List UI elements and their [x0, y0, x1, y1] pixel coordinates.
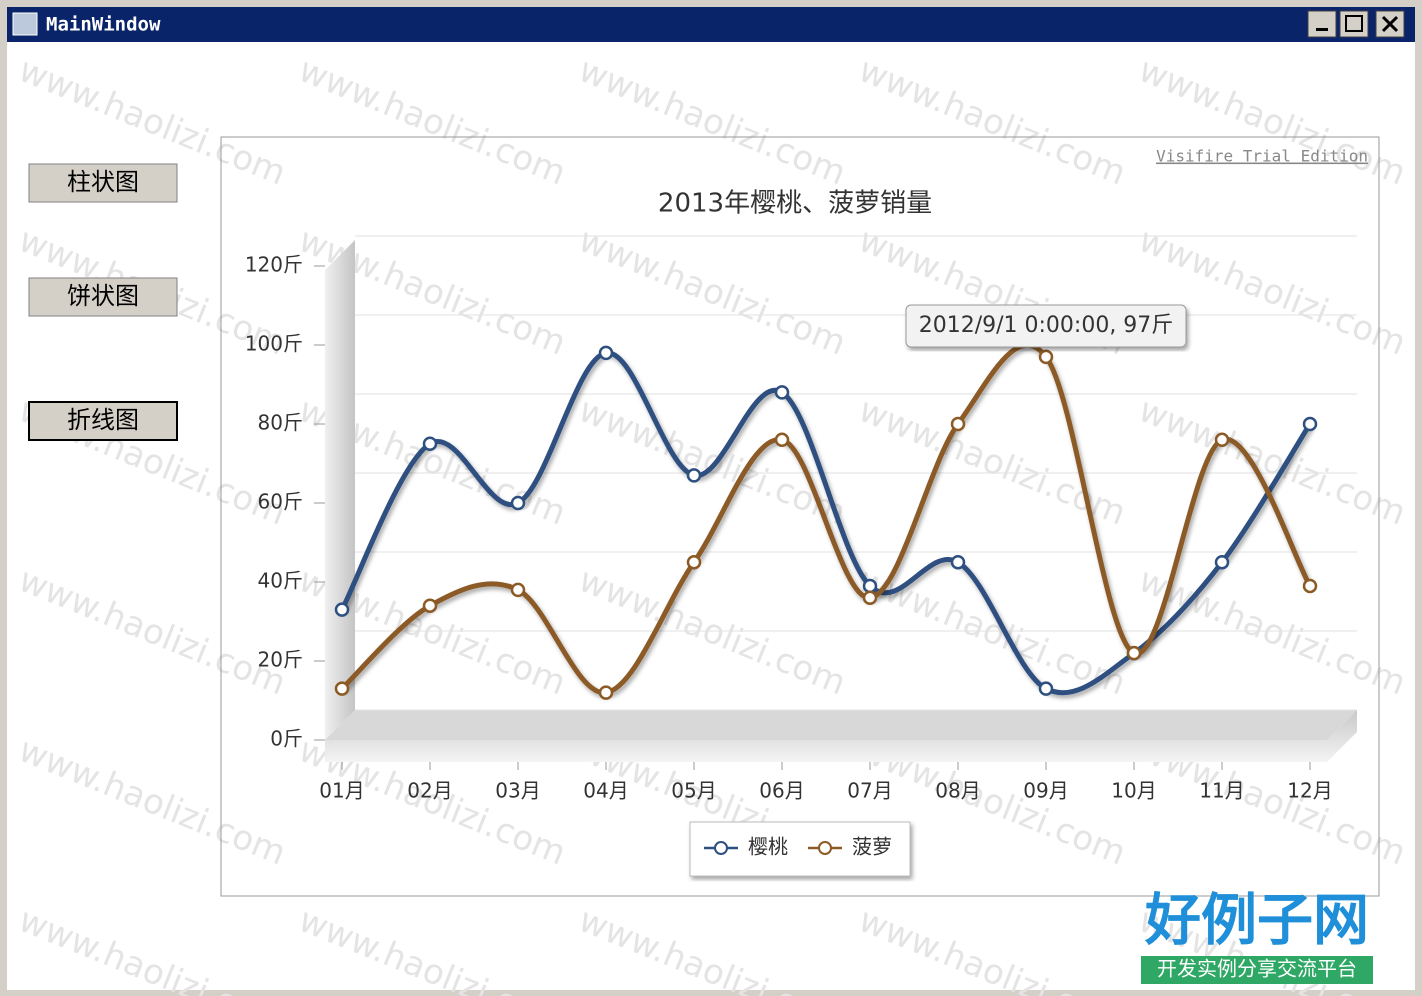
logo-band [1141, 956, 1373, 984]
button-label[interactable]: 饼状图 [67, 282, 139, 310]
minimize-button[interactable] [1307, 10, 1337, 38]
trial-note: Visifire Trial Edition [1156, 147, 1368, 166]
point [1302, 416, 1318, 432]
button[interactable] [28, 401, 178, 441]
legend-marker [818, 841, 832, 855]
tooltip: 2012/9/1 0:00:00, 97斤 [919, 313, 1174, 338]
point [598, 345, 614, 361]
y-tick-label: 120斤 [245, 253, 303, 277]
point [774, 385, 790, 400]
logo-subtitle: 开发实例分享交流平台 [1157, 957, 1357, 981]
x-tick-label: 05月 [671, 779, 716, 803]
x-tick-label: 01月 [319, 779, 364, 803]
button-label[interactable]: 折线图 [67, 406, 139, 434]
point [950, 555, 966, 570]
point [950, 416, 966, 432]
floor-top [325, 710, 1357, 740]
window-icon [12, 12, 38, 36]
point [334, 681, 350, 696]
y-tick-label: 40斤 [258, 569, 303, 593]
chart-title: 2013年樱桃、菠萝销量 [658, 189, 932, 219]
point [1038, 349, 1054, 365]
button-label[interactable]: 柱状图 [67, 168, 139, 196]
point [686, 555, 702, 570]
point [510, 582, 526, 598]
point [774, 432, 790, 448]
x-tick-label: 03月 [495, 779, 540, 803]
point [862, 590, 878, 606]
point [422, 598, 438, 613]
point [1214, 432, 1230, 448]
point [1038, 681, 1054, 696]
window-title: MainWindow [46, 14, 161, 36]
legend-label: 樱桃 [748, 835, 788, 859]
window-controls [1307, 10, 1405, 38]
x-tick-label: 08月 [935, 779, 980, 803]
legend-label: 菠萝 [852, 835, 892, 859]
point [862, 578, 878, 594]
floor-front [325, 710, 1357, 762]
y-tick-label: 20斤 [258, 648, 303, 672]
button[interactable] [28, 277, 178, 317]
minimize-icon [1316, 28, 1328, 31]
x-tick-label: 09月 [1023, 779, 1068, 803]
tooltip-box [905, 304, 1187, 348]
y-tick-label: 80斤 [258, 411, 303, 435]
point [422, 436, 438, 451]
y-tick-label: 60斤 [258, 490, 303, 514]
point [598, 685, 614, 700]
point [1214, 555, 1230, 570]
maximize-button[interactable] [1339, 10, 1369, 38]
maximize-icon [1345, 15, 1363, 32]
logo-title: 好例子网 [1144, 888, 1369, 954]
x-tick-label: 12月 [1287, 779, 1332, 803]
close-icon [1381, 15, 1399, 33]
point [1302, 578, 1318, 594]
point [334, 602, 350, 617]
x-tick-label: 02月 [407, 779, 452, 803]
legend-marker [714, 841, 728, 855]
x-tick-label: 10月 [1111, 779, 1156, 803]
button[interactable] [28, 163, 178, 203]
point [1126, 645, 1142, 661]
x-tick-label: 04月 [583, 779, 628, 803]
x-tick-label: 07月 [847, 779, 892, 803]
x-tick-label: 06月 [759, 779, 804, 803]
point [686, 468, 702, 483]
y-tick-label: 100斤 [245, 332, 303, 356]
left-wall [325, 240, 355, 740]
x-tick-label: 11月 [1199, 779, 1244, 803]
chart-frame [220, 136, 1380, 897]
y-tick-label: 0斤 [270, 727, 303, 751]
point [510, 495, 526, 511]
title-bar [7, 7, 1415, 42]
